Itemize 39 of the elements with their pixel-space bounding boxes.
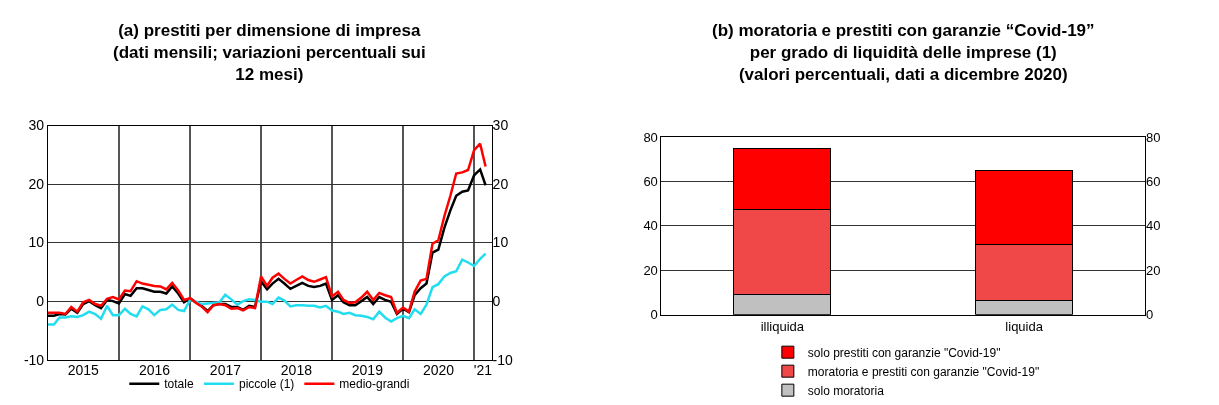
y-tick-label: 10 <box>28 234 45 251</box>
y2-tick-label: 40 <box>1146 218 1161 234</box>
y-tick-label: 0 <box>36 293 45 310</box>
x-tick-label: 2016 <box>138 361 171 378</box>
y2-tick-label: 20 <box>492 175 509 192</box>
y-tick-label: -10 <box>23 351 45 368</box>
y2-tick-label: 10 <box>492 234 509 251</box>
y-tick-label: 0 <box>650 307 658 323</box>
y2-tick-label: -10 <box>492 351 514 368</box>
x-tick-label: 2019 <box>351 361 384 378</box>
y2-tick-label: 30 <box>492 117 509 134</box>
line-series <box>47 142 487 316</box>
legend-label: moratoria e prestiti con garanzie "Covid-19" <box>807 364 1040 379</box>
chart-title: (b) moratoria e prestiti con garanzie “Covid-19” per grado di liquidità delle imprese (1) (valori percentuali, dati a dicembre 2020) <box>712 21 1095 85</box>
y-tick-label: 80 <box>643 129 658 145</box>
y2-tick-label: 80 <box>1146 129 1161 145</box>
x-tick-label: 2017 <box>209 361 242 378</box>
legend-label: totale <box>164 377 194 392</box>
y2-tick-label: 60 <box>1146 173 1161 189</box>
x-tick-label: liquida <box>1005 319 1044 335</box>
legend-label: solo moratoria <box>807 383 885 398</box>
x-tick-label: 2020 <box>422 361 455 378</box>
legend-label: piccole (1) <box>238 377 295 392</box>
y-tick-label: 60 <box>643 173 658 189</box>
legend-label: solo prestiti con garanzie "Covid-19" <box>807 345 1001 360</box>
legend-label: medio-grandi <box>339 377 410 392</box>
x-tick-label: 2018 <box>280 361 313 378</box>
x-tick-label: '21 <box>473 361 493 378</box>
y-tick-label: 20 <box>28 175 45 192</box>
line-series <box>47 252 487 326</box>
y-tick-label: 30 <box>28 117 45 134</box>
y2-tick-label: 20 <box>1146 262 1161 278</box>
y2-tick-label: 0 <box>1146 307 1154 323</box>
y-tick-label: 20 <box>643 262 658 278</box>
x-tick-label: illiquida <box>760 319 805 335</box>
y2-tick-label: 0 <box>492 293 501 310</box>
y-tick-label: 40 <box>643 218 658 234</box>
x-tick-label: 2015 <box>67 361 100 378</box>
chart-title: (a) prestiti per dimensione di impresa (dati mensili; variazioni percentuali sui 12 mesi) <box>113 21 426 85</box>
